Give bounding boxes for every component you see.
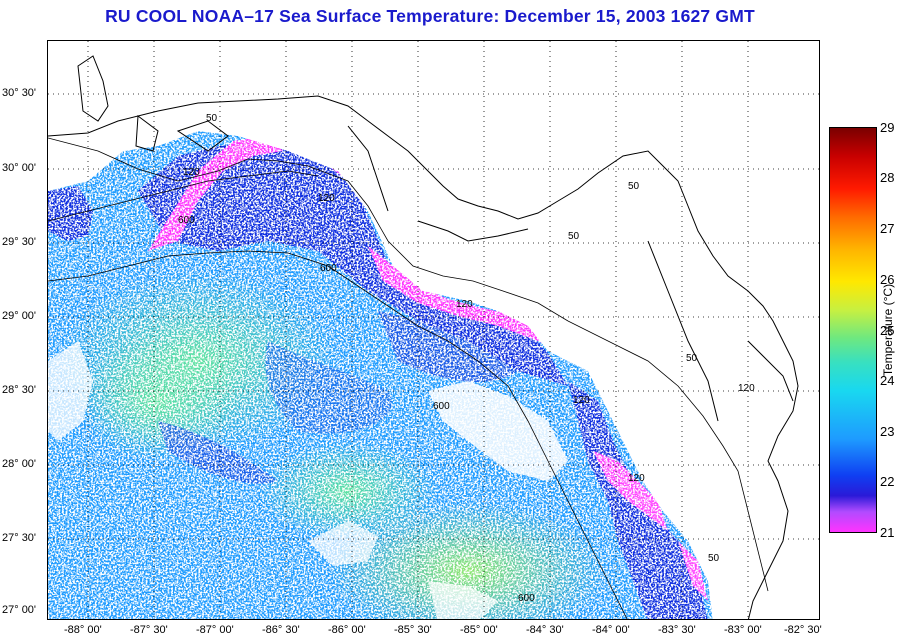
colorbar-tick: 27 (880, 221, 895, 236)
lon-label: -85° 30' (394, 624, 432, 636)
isobaths (48, 137, 769, 619)
colorbar-tick: 21 (880, 525, 895, 540)
isobath-label: 120 (456, 299, 473, 310)
lon-label: -88° 00' (64, 624, 102, 636)
colorbar-tick: 29 (880, 120, 895, 135)
colorbar-tick: 28 (880, 170, 895, 185)
lat-label: 28° 30' (2, 384, 37, 396)
colorbar-label: Temperature (°C) (881, 283, 895, 377)
lon-label: -83° 00' (724, 624, 762, 636)
isobath-label: 120 (738, 383, 755, 394)
isobath-label: 600 (178, 215, 195, 226)
isobath-label: 50 (206, 113, 218, 124)
isobath-label: 120 (573, 395, 590, 406)
colorbar-tick: 23 (880, 424, 895, 439)
lon-label: -86° 00' (328, 624, 366, 636)
lat-label: 29° 30' (2, 236, 37, 248)
isobath-label: 120 (318, 193, 335, 204)
isobath-label: 50 (628, 181, 640, 192)
lat-label: 27° 00' (2, 604, 37, 616)
isobath-label: 120 (628, 473, 645, 484)
lon-label: -82° 30' (784, 624, 822, 636)
isobath-label: 50 (568, 231, 580, 242)
land-mask (48, 41, 819, 619)
isobath-label: 50 (708, 553, 720, 564)
lon-label: -87° 00' (196, 624, 234, 636)
lon-label: -85° 00' (460, 624, 498, 636)
sst-map: 50 50 50 50 120 120 120 120 120 600 600 … (47, 40, 820, 620)
lon-label: -83° 30' (658, 624, 696, 636)
colorbar-tick: 26 (880, 272, 895, 287)
lat-label: 27° 30' (2, 532, 37, 544)
coastline (48, 55, 799, 619)
lat-label: 30° 00' (2, 162, 37, 174)
graticule (48, 41, 819, 619)
lat-label: 30° 30' (2, 87, 37, 99)
map-title: RU COOL NOAA–17 Sea Surface Temperature:… (105, 6, 755, 26)
lon-label: -84° 30' (526, 624, 564, 636)
isobath-label: 120 (183, 167, 200, 178)
lon-label: -84° 00' (592, 624, 630, 636)
temperature-colorbar (829, 127, 877, 533)
sst-map-svg: 50 50 50 50 120 120 120 120 120 600 600 … (48, 41, 819, 619)
colorbar-tick: 24 (880, 373, 895, 388)
isobath-labels: 50 50 50 50 120 120 120 120 120 600 600 … (178, 113, 755, 604)
isobath-label: 600 (320, 263, 337, 274)
isobath-label: 600 (433, 401, 450, 412)
lat-label: 29° 00' (2, 310, 37, 322)
isobath-label: 50 (686, 353, 698, 364)
lat-label: 28° 00' (2, 458, 37, 470)
isobath-label: 600 (518, 593, 535, 604)
colorbar-tick: 22 (880, 474, 895, 489)
lon-label: -87° 30' (130, 624, 168, 636)
lon-label: -86° 30' (262, 624, 300, 636)
colorbar-tick: 25 (880, 323, 895, 338)
